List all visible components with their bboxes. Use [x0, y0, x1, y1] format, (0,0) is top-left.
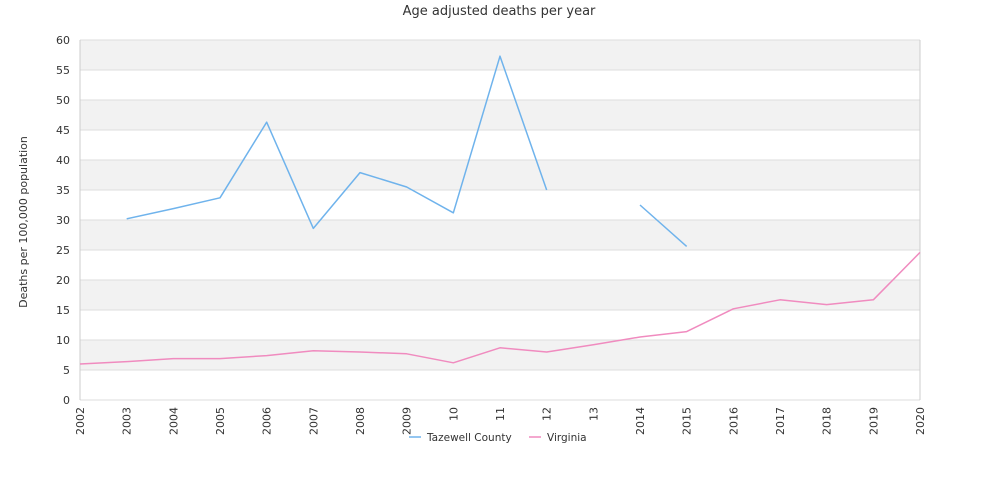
x-tick-label: 2014 [634, 407, 647, 435]
y-tick-label: 15 [56, 304, 70, 317]
x-tick-label: 2017 [774, 407, 787, 435]
y-tick-label: 60 [56, 34, 70, 47]
x-tick-label: 2016 [727, 407, 740, 435]
y-tick-label: 55 [56, 64, 70, 77]
x-axis-tick-labels: 2002 2003 2004 2005 2006 2007 2008 2009 10 11 12 13… [74, 407, 927, 435]
chart-title: Age adjusted deaths per year [403, 4, 596, 19]
x-tick-label: 2006 [261, 407, 274, 435]
y-tick-label: 20 [56, 274, 70, 287]
x-tick-label: 2003 [121, 407, 134, 435]
y-tick-label: 30 [56, 214, 70, 227]
legend-label: Tazewell County [426, 432, 512, 444]
y-tick-label: 50 [56, 94, 70, 107]
y-tick-label: 0 [63, 394, 70, 407]
x-tick-label: 2004 [167, 407, 180, 435]
grid-band [80, 160, 920, 190]
grid-band [80, 100, 920, 130]
series-line-segment [639, 204, 688, 247]
legend: Tazewell County Virginia [409, 432, 587, 444]
y-tick-label: 5 [63, 364, 70, 377]
y-tick-label: 45 [56, 124, 70, 137]
x-tick-label: 2008 [354, 407, 367, 435]
grid-band [80, 280, 920, 310]
x-tick-label: 13 [587, 407, 600, 421]
x-tick-label: 11 [494, 407, 507, 421]
gridlines [79, 39, 921, 401]
series-virginia [79, 251, 921, 365]
series-lines [79, 55, 921, 365]
y-tick-label: 25 [56, 244, 70, 257]
x-tick-label: 2007 [307, 407, 320, 435]
y-axis-tick-labels: 0 5 10 15 20 25 30 35 40 45 50 55 60 [56, 34, 70, 407]
x-tick-label: 2015 [681, 407, 694, 435]
x-tick-label: 2020 [914, 407, 927, 435]
x-tick-label: 2005 [214, 407, 227, 435]
legend-label: Virginia [547, 432, 587, 444]
x-tick-label: 2002 [74, 407, 87, 435]
background-bands [80, 40, 920, 370]
grid-band [80, 340, 920, 370]
grid-band [80, 40, 920, 70]
x-tick-label: 12 [541, 407, 554, 421]
y-tick-label: 35 [56, 184, 70, 197]
grid-band [80, 220, 920, 250]
x-tick-label: 2018 [821, 407, 834, 435]
y-tick-label: 10 [56, 334, 70, 347]
series-tazewell-county [126, 55, 688, 247]
series-line-segment [126, 55, 548, 230]
y-axis-label: Deaths per 100,000 population [17, 136, 30, 308]
x-tick-label: 2009 [401, 407, 414, 435]
x-tick-label: 2019 [867, 407, 880, 435]
series-line-segment [79, 251, 921, 365]
x-tick-label: 10 [447, 407, 460, 421]
y-tick-label: 40 [56, 154, 70, 167]
